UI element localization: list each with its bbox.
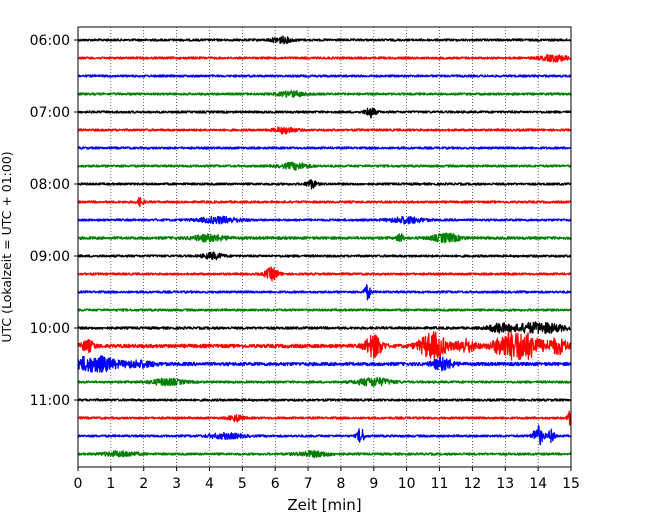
x-tick-label-9: 9 <box>369 476 378 492</box>
trace-1030 <box>77 355 572 373</box>
x-tick-label-13: 13 <box>496 476 514 492</box>
x-tick-label-1: 1 <box>106 476 115 492</box>
trace-0915 <box>77 266 572 282</box>
x-axis-label: Zeit [min] <box>287 496 361 514</box>
trace-0815 <box>77 196 572 208</box>
trace-0745 <box>77 161 572 171</box>
x-tick-label-7: 7 <box>304 476 313 492</box>
trace-0945 <box>77 308 572 312</box>
x-tick-label-2: 2 <box>139 476 148 492</box>
x-tick-label-14: 14 <box>529 476 547 492</box>
trace-1115 <box>77 410 572 427</box>
trace-1000 <box>77 321 572 335</box>
trace-0700 <box>77 107 572 119</box>
y-axis-ticks: 06:00 07:00 08:00 09:00 10:00 11:00 <box>30 33 78 409</box>
trace-1145 <box>77 449 572 459</box>
y-tick-label-09:00: 09:00 <box>30 249 70 265</box>
trace-0600 <box>77 35 572 45</box>
x-axis-ticks: 0 1 2 3 4 5 6 7 8 9 10 11 12 13 14 15 <box>74 467 580 492</box>
x-tick-label-12: 12 <box>463 476 481 492</box>
y-tick-label-06:00: 06:00 <box>30 33 70 49</box>
x-tick-label-4: 4 <box>205 476 214 492</box>
vertical-gridlines <box>110 27 539 467</box>
trace-0715 <box>77 126 572 135</box>
y-tick-label-10:00: 10:00 <box>30 321 70 337</box>
x-tick-label-5: 5 <box>238 476 247 492</box>
y-tick-label-08:00: 08:00 <box>30 177 70 193</box>
x-tick-label-0: 0 <box>74 476 83 492</box>
x-tick-label-15: 15 <box>562 476 580 492</box>
trace-0730 <box>77 146 572 150</box>
trace-0930 <box>77 284 572 301</box>
trace-0645 <box>77 90 572 99</box>
y-axis-label: UTC (Lokalzeit = UTC + 01:00) <box>0 151 14 342</box>
y-tick-label-07:00: 07:00 <box>30 105 70 121</box>
seismogram-traces <box>77 35 572 459</box>
y-tick-label-11:00: 11:00 <box>30 393 70 409</box>
trace-0900 <box>77 251 572 261</box>
x-tick-label-6: 6 <box>271 476 280 492</box>
trace-1015 <box>77 331 572 361</box>
trace-0615 <box>77 54 572 63</box>
trace-1130 <box>77 424 572 446</box>
x-tick-label-11: 11 <box>431 476 449 492</box>
trace-0830 <box>77 215 572 225</box>
trace-1045 <box>77 376 572 387</box>
trace-0630 <box>77 74 572 78</box>
trace-1100 <box>77 398 572 402</box>
x-tick-label-8: 8 <box>336 476 345 492</box>
trace-0800 <box>77 179 572 190</box>
x-tick-label-3: 3 <box>172 476 181 492</box>
x-tick-label-10: 10 <box>398 476 416 492</box>
trace-0845 <box>77 232 572 244</box>
plot-frame <box>77 26 572 468</box>
